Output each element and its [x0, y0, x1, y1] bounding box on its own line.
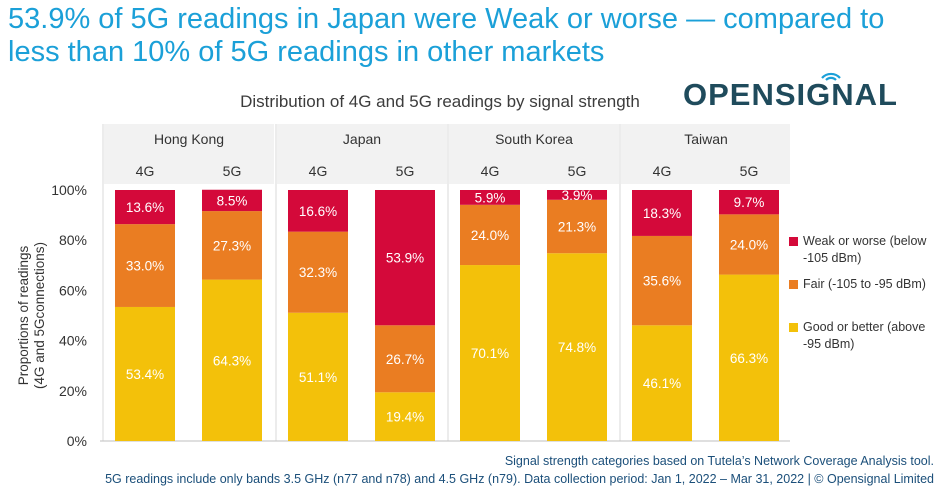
legend-swatch-weak — [789, 237, 798, 246]
legend-label-weak: Weak or worse (below -105 dBm) — [803, 234, 927, 265]
legend-swatch-good — [789, 323, 798, 332]
bar-category-label: 5G — [568, 163, 587, 179]
bar-category-label: 5G — [223, 163, 242, 179]
bar-value-label: 53.9% — [386, 251, 424, 266]
bar-value-label: 16.6% — [299, 204, 337, 219]
bar-value-label: 5.9% — [475, 190, 506, 205]
bar-segment — [115, 190, 175, 225]
bar-value-label: 13.6% — [126, 200, 164, 215]
bar-value-label: 27.3% — [213, 238, 251, 253]
bar-value-label: 19.4% — [386, 410, 424, 425]
bar-value-label: 8.5% — [217, 193, 248, 208]
y-tick-label: 0% — [67, 433, 87, 449]
bar-category-label: 4G — [653, 163, 672, 179]
bar-segment — [288, 312, 348, 441]
group-label: Japan — [343, 131, 381, 147]
group-header-bg — [277, 124, 447, 184]
bar-value-label: 66.3% — [730, 351, 768, 366]
bar-value-label: 33.0% — [126, 259, 164, 274]
headline: 53.9% of 5G readings in Japan were Weak … — [8, 3, 885, 68]
bar-segment — [202, 211, 262, 280]
bar-category-label: 5G — [740, 163, 759, 179]
bar-segment — [547, 253, 607, 441]
y-axis-title: Proportions of readings(4G and 5Gconnect… — [16, 242, 47, 389]
bar-segment — [719, 214, 779, 275]
stacked-bar-chart: Hong Kong Japan South Korea Taiwan 0% 20% 40% 6… — [16, 124, 790, 449]
y-tick-label: 100% — [51, 182, 87, 198]
logo-text: OPENSIGNAL — [683, 77, 898, 112]
legend-label-good: Good or better (above -95 dBm) — [803, 320, 926, 351]
bar-segment — [288, 190, 348, 232]
y-tick-label: 80% — [59, 232, 87, 248]
bar-segment — [460, 204, 520, 266]
y-tick-label: 20% — [59, 383, 87, 399]
bar-segment — [460, 265, 520, 441]
opensignal-logo: OPENSIGNAL — [683, 72, 918, 115]
y-tick-label: 60% — [59, 282, 87, 298]
bar-segment — [460, 190, 520, 205]
bar-category-label: 4G — [136, 163, 155, 179]
bar-segment — [632, 235, 692, 326]
chart-title: Distribution of 4G and 5G readings by si… — [240, 92, 640, 111]
bar-value-label: 24.0% — [730, 237, 768, 252]
y-axis-title-line: (4G and 5Gconnections) — [32, 242, 47, 389]
wifi-signal-icon — [821, 72, 841, 81]
bar-value-label: 53.4% — [126, 367, 164, 382]
bar-value-label: 46.1% — [643, 376, 681, 391]
bar-value-label: 21.3% — [558, 220, 596, 235]
bar-segment — [547, 190, 607, 200]
bar-value-label: 51.1% — [299, 370, 337, 385]
bar-category-label: 4G — [481, 163, 500, 179]
bar-segment — [115, 224, 175, 307]
bar-segment — [288, 231, 348, 313]
bar-category-label: 5G — [396, 163, 415, 179]
bar-value-label: 26.7% — [386, 352, 424, 367]
bar-value-label: 74.8% — [558, 340, 596, 355]
bar-segment — [719, 190, 779, 215]
bar-segment — [375, 392, 435, 441]
footnote-methodology: Signal strength categories based on Tute… — [504, 454, 934, 468]
bar-segment — [202, 279, 262, 441]
bar-segment — [632, 190, 692, 236]
footnote-bands: 5G readings include only bands 3.5 GHz (… — [105, 472, 934, 486]
bar-value-label: 64.3% — [213, 353, 251, 368]
bar-segment — [547, 199, 607, 254]
bar-segment — [375, 325, 435, 393]
bar-segment — [375, 190, 435, 326]
bar-segment — [202, 189, 262, 212]
bar-segment — [719, 274, 779, 441]
bar-segment — [632, 325, 692, 441]
group-label: Taiwan — [684, 131, 728, 147]
group-header-bg — [621, 124, 790, 184]
bar-value-label: 9.7% — [734, 195, 765, 210]
bar-value-label: 35.6% — [643, 274, 681, 289]
y-axis-title-line: Proportions of readings — [16, 245, 31, 385]
legend-label-fair: Fair (-105 to -95 dBm) — [803, 277, 926, 291]
bar-value-label: 70.1% — [471, 346, 509, 361]
bar-segment — [115, 306, 175, 441]
bar-value-label: 18.3% — [643, 206, 681, 221]
bar-value-label: 24.0% — [471, 228, 509, 243]
bar-category-label: 4G — [309, 163, 328, 179]
bar-value-label: 32.3% — [299, 265, 337, 280]
bar-value-label: 3.9% — [562, 188, 593, 203]
group-header-bg — [104, 124, 274, 184]
legend-swatch-fair — [789, 280, 798, 289]
group-label: South Korea — [495, 131, 573, 147]
y-tick-label: 40% — [59, 333, 87, 349]
group-label: Hong Kong — [154, 131, 224, 147]
group-header-bg — [449, 124, 619, 184]
